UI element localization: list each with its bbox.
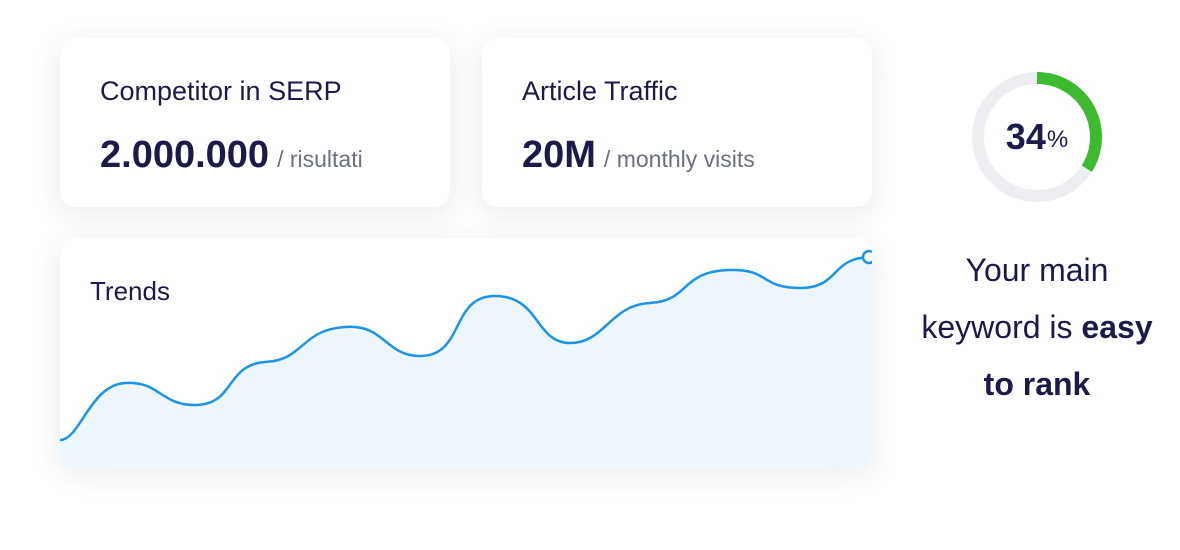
card-value: 20M <box>522 134 596 176</box>
competitor-card: Competitor in SERP 2.000.000 / risultati <box>60 38 450 207</box>
trend-line <box>60 255 871 442</box>
gauge <box>972 72 1102 202</box>
gauge-label: 34% <box>967 67 1107 207</box>
gauge-value: 34 <box>1005 116 1046 157</box>
card-title: Article Traffic <box>522 76 678 106</box>
trend-graphic <box>60 249 872 467</box>
gauge-unit: % <box>1046 126 1069 153</box>
trends-card: Trends <box>60 238 872 467</box>
trend-endpoint <box>861 249 872 265</box>
card-value-row: 2.000.000 / risultati <box>100 134 363 177</box>
card-value-row: 20M / monthly visits <box>522 134 755 177</box>
gauge-arc <box>1036 72 1102 172</box>
traffic-card: Article Traffic 20M / monthly visits <box>482 38 872 207</box>
card-value: 2.000.000 <box>100 134 270 176</box>
message: Your main keyword is easy to rank <box>902 242 1172 413</box>
message-emphasis: easy to rank <box>983 309 1153 402</box>
card-title: Competitor in SERP <box>100 76 342 106</box>
trends-title: Trends <box>90 276 170 306</box>
message-text: Your main keyword is <box>921 252 1109 345</box>
trend-area <box>60 257 872 467</box>
card-unit: / risultati <box>277 146 363 172</box>
card-unit: / monthly visits <box>603 146 755 172</box>
